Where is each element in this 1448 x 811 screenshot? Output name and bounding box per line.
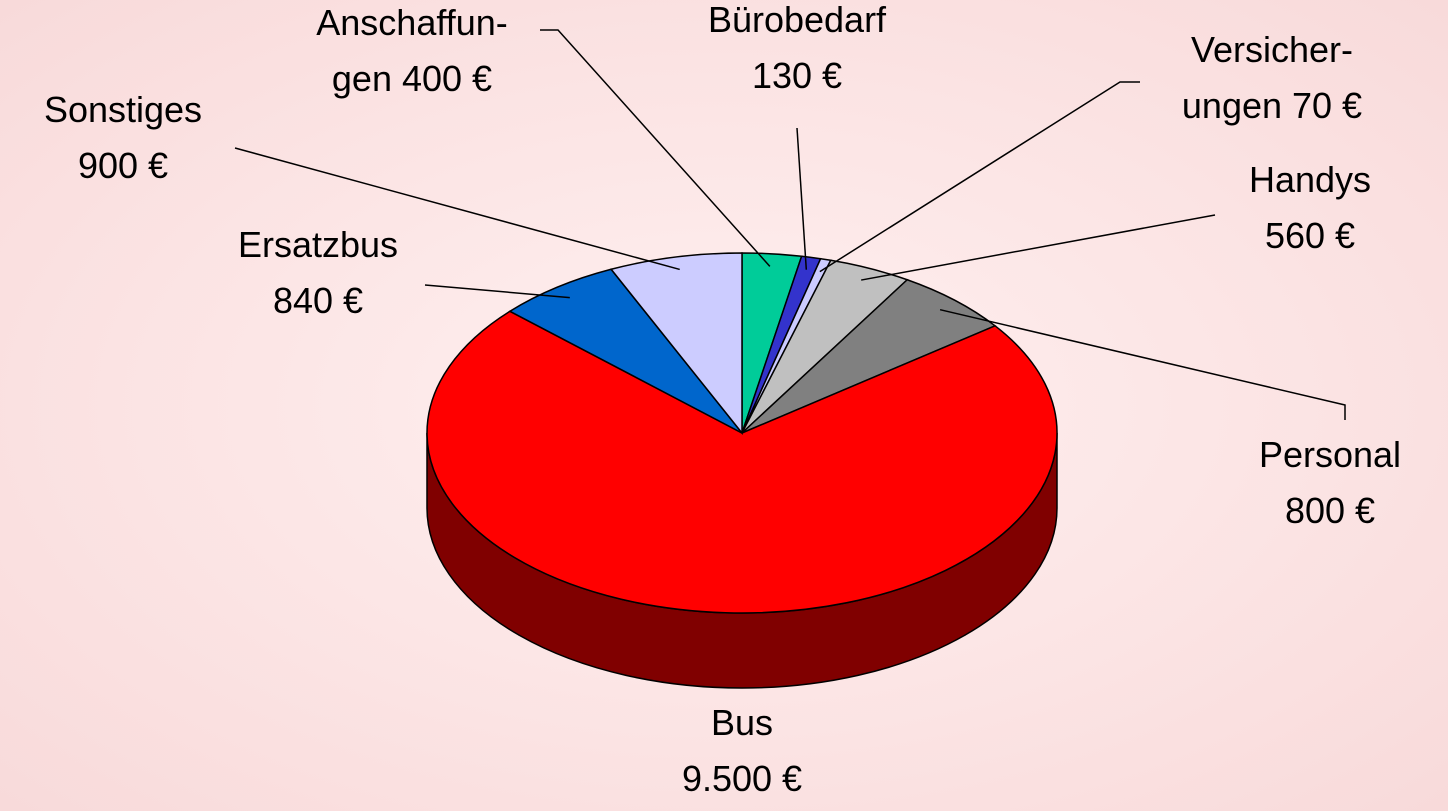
value-label: 70 € [1292,85,1362,126]
leader-line [939,308,1346,420]
leader-line [819,81,1140,273]
value-label: 840 € [273,280,363,321]
data-label: Versicher-ungen 70 € [1182,29,1362,126]
slice [609,252,743,436]
category-label: Versicher-ungen [1182,29,1353,126]
slice-tops [426,252,1058,614]
value-label: 560 € [1265,215,1355,256]
value-label: 800 € [1285,490,1375,531]
leader-line [796,127,808,270]
category-label: Personal [1259,434,1401,475]
data-label: Sonstiges 900 € [44,89,202,186]
leader-line [540,29,771,267]
category-label: Bürobedarf [708,0,887,40]
data-label: Ersatzbus 840 € [238,224,398,321]
data-label: Bus 9.500 € [682,702,802,799]
slice [508,268,743,434]
value-label: 900 € [78,145,168,186]
data-label: Anschaffun-gen 400 € [316,2,507,99]
leader-line [424,284,570,299]
leader-line [861,214,1216,281]
category-line: gen [332,58,392,99]
leader-line [234,147,680,271]
category-label: Anschaffun-gen [316,2,507,99]
slice [741,278,997,434]
data-label: Handys 560 € [1249,159,1371,256]
value-label: 130 € [752,55,842,96]
value-label: 9.500 € [682,758,802,799]
category-label: Ersatzbus [238,224,398,265]
category-label: Sonstiges [44,89,202,130]
data-label: Bürobedarf 130 € [708,0,887,96]
category-label: Bus [711,702,773,743]
category-line: ungen [1182,85,1282,126]
slice [426,310,1058,614]
category-label: Handys [1249,159,1371,200]
category-line: Versicher- [1191,29,1353,70]
data-label: Personal 800 € [1259,434,1401,531]
category-line: Anschaffun- [316,2,507,43]
value-label: 400 € [402,58,492,99]
